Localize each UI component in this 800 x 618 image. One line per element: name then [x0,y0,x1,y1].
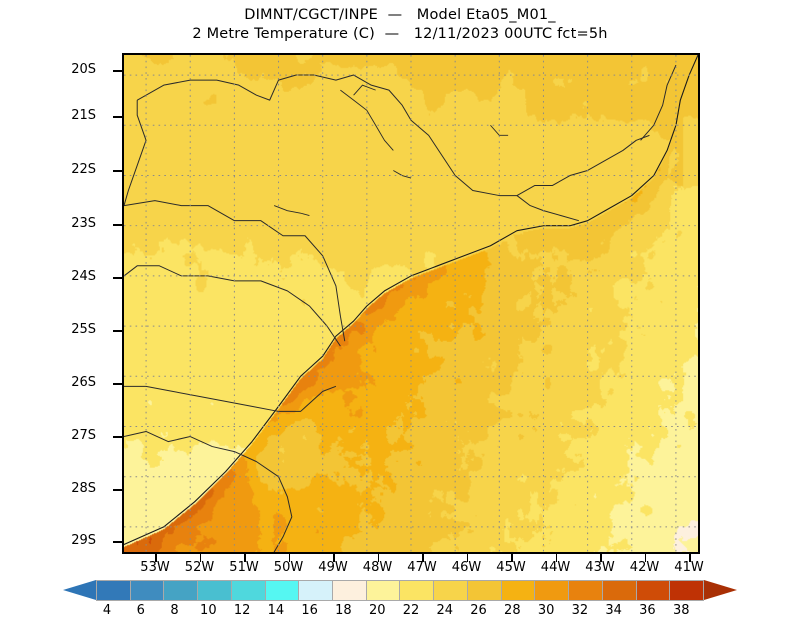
colorbar-tick-label: 14 [267,603,285,618]
title-line-2: 2 Metre Temperature (C) — 12/11/2023 00U… [192,26,608,42]
colorbar-tick-label: 32 [571,603,589,618]
x-tick-mark [155,554,157,562]
x-tick-label: 49W [318,560,348,575]
colorbar-under-arrow-icon [63,580,96,600]
colorbar-cell [298,580,334,601]
colorbar-cell [500,580,536,601]
colorbar-tick-label: 10 [200,603,217,618]
y-tick-label: 20S [71,62,96,77]
colorbar-cell [466,580,502,601]
colorbar-tick-label: 30 [537,603,555,618]
temperature-field [124,55,698,552]
y-tick-mark [113,170,122,172]
colorbar-cells [96,580,704,601]
colorbar-tick-label: 28 [504,603,521,618]
colorbar-cell [601,580,637,601]
x-tick-label: 43W [585,560,615,575]
colorbar-cell [399,580,435,601]
colorbar-tick-label: 36 [639,603,656,618]
y-tick-label: 27S [71,428,96,443]
colorbar-cell [635,580,671,601]
x-tick-label: 47W [407,560,437,575]
x-tick-mark [377,554,380,562]
y-tick-mark [113,224,122,226]
x-tick-mark [333,554,335,562]
x-tick-mark [288,554,291,562]
colorbar-cell [230,580,266,601]
y-tick-mark [113,383,122,385]
x-tick-mark [199,554,202,562]
y-tick-label: 26S [71,375,96,390]
colorbar-tick-label: 18 [335,603,352,618]
colorbar-cell [433,580,468,601]
colorbar-cell [197,580,232,601]
colorbar-tick-label: 24 [436,603,454,618]
y-tick-label: 22S [71,162,96,177]
x-tick-mark [511,554,513,562]
y-tick-label: 28S [71,481,96,496]
y-tick-mark [113,277,122,279]
x-tick-mark [466,554,469,562]
x-tick-label: 48W [362,560,393,575]
y-tick-mark [113,541,122,543]
colorbar-tick-label: 4 [102,603,112,618]
colorbar-cell [669,580,704,601]
x-tick-mark [600,554,602,562]
y-tick-label: 24S [71,269,96,284]
x-tick-mark [644,554,647,562]
colorbar-tick-label: 16 [301,603,318,618]
y-tick-mark [113,489,122,491]
x-tick-label: 42W [629,560,660,575]
colorbar-tick-label: 22 [402,603,420,618]
x-tick-label: 44W [540,560,571,575]
y-tick-label: 29S [71,533,96,548]
colorbar-tick-label: 6 [136,603,145,618]
x-tick-label: 46W [451,560,482,575]
colorbar-tick-label: 38 [672,603,690,618]
colorbar-over-arrow-icon [704,580,737,600]
colorbar-cell [129,580,165,601]
x-tick-label: 41W [674,560,704,575]
colorbar-cell [534,580,570,601]
x-tick-label: 51W [229,560,259,575]
x-tick-label: 45W [496,560,526,575]
x-tick-mark [555,554,558,562]
x-tick-mark [244,554,246,562]
y-tick-mark [113,116,122,118]
y-tick-mark [113,436,122,438]
colorbar-cell [568,580,603,601]
colorbar[interactable] [63,580,737,601]
colorbar-tick-label: 12 [233,603,251,618]
y-tick-label: 21S [71,108,96,123]
y-tick-mark [113,70,122,72]
colorbar-tick-label: 26 [470,603,487,618]
colorbar-tick-label: 8 [170,603,179,618]
x-tick-label: 52W [184,560,215,575]
colorbar-tick-label: 34 [605,603,622,618]
x-tick-label: 50W [273,560,304,575]
y-tick-mark [113,330,122,332]
colorbar-tick-label: 20 [368,603,386,618]
colorbar-cell [96,580,131,601]
x-tick-mark [422,554,424,562]
y-tick-label: 25S [71,322,96,337]
x-tick-label: 53W [140,560,170,575]
figure-title: DIMNT/CGCT/INPE — Model Eta05_M01_ 2 Met… [0,6,800,44]
colorbar-cell [332,580,367,601]
map-plot-area[interactable] [122,53,700,554]
y-tick-label: 23S [71,216,96,231]
title-line-1: DIMNT/CGCT/INPE — Model Eta05_M01_ [244,7,556,23]
colorbar-cell [163,580,199,601]
x-tick-mark [689,554,691,562]
colorbar-cell [264,580,300,601]
colorbar-cell [365,580,401,601]
